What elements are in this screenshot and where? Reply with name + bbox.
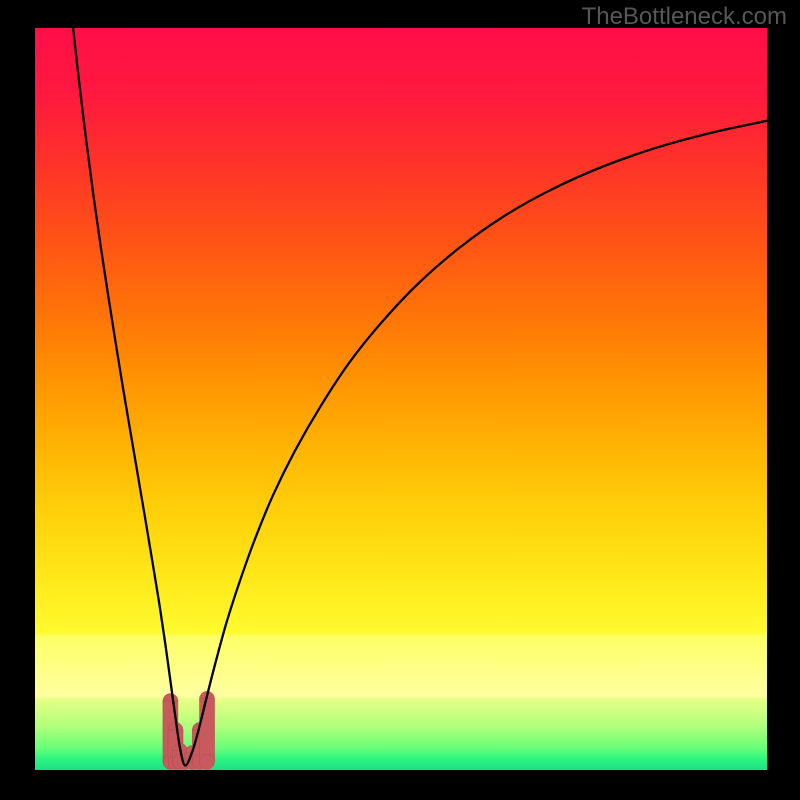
chart-plot-area (35, 28, 767, 770)
bottleneck-markers-group (163, 691, 215, 769)
watermark-text: TheBottleneck.com (582, 3, 787, 31)
chart-root: TheBottleneck.com (0, 0, 800, 800)
chart-svg-layer (35, 28, 767, 770)
bottleneck-marker-dot (200, 754, 215, 769)
bottleneck-marker-bar (200, 699, 215, 762)
bottleneck-curve (73, 28, 767, 766)
